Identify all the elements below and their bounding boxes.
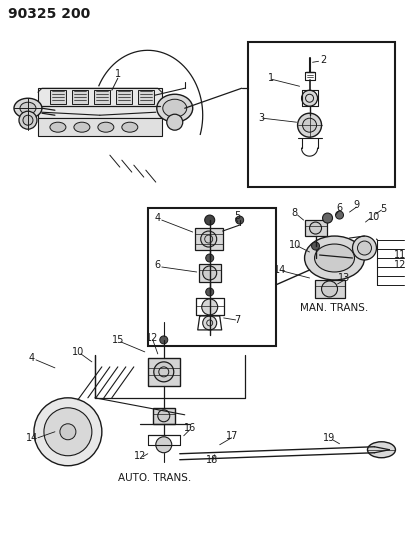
Text: 1: 1 <box>115 69 121 79</box>
Circle shape <box>167 114 183 130</box>
Text: 14: 14 <box>26 433 38 443</box>
Circle shape <box>160 336 168 344</box>
Bar <box>148 358 180 386</box>
Text: 10: 10 <box>288 240 301 250</box>
Text: 18: 18 <box>206 455 218 465</box>
Bar <box>116 90 132 104</box>
Text: 6: 6 <box>155 260 161 270</box>
Ellipse shape <box>122 122 138 132</box>
Text: 3: 3 <box>258 113 265 123</box>
Circle shape <box>203 316 217 330</box>
Ellipse shape <box>157 94 193 122</box>
Ellipse shape <box>20 102 36 114</box>
Text: 19: 19 <box>324 433 336 443</box>
Circle shape <box>158 410 170 422</box>
Bar <box>94 90 110 104</box>
Circle shape <box>202 299 218 315</box>
Bar <box>72 90 88 104</box>
Ellipse shape <box>74 122 90 132</box>
Circle shape <box>310 222 321 234</box>
Text: 7: 7 <box>234 315 241 325</box>
Circle shape <box>206 254 213 262</box>
Circle shape <box>203 266 217 280</box>
Text: 5: 5 <box>234 211 241 221</box>
Bar <box>148 208 276 346</box>
Ellipse shape <box>315 244 355 272</box>
Text: 4: 4 <box>155 213 161 223</box>
Text: 12: 12 <box>394 260 407 270</box>
Bar <box>315 280 344 298</box>
Ellipse shape <box>14 98 42 118</box>
Ellipse shape <box>305 236 364 280</box>
Bar <box>195 228 222 250</box>
Text: 4: 4 <box>29 353 35 363</box>
Circle shape <box>34 398 102 466</box>
Circle shape <box>303 118 317 132</box>
Bar <box>38 118 162 136</box>
Circle shape <box>357 241 371 255</box>
Circle shape <box>154 362 174 382</box>
Bar <box>50 90 66 104</box>
Bar <box>38 88 162 118</box>
Circle shape <box>353 236 376 260</box>
Text: 12: 12 <box>134 451 146 461</box>
Bar <box>153 408 175 424</box>
Text: 10: 10 <box>72 347 84 357</box>
Circle shape <box>19 111 37 129</box>
Text: 8: 8 <box>292 208 298 218</box>
Circle shape <box>301 90 317 106</box>
Ellipse shape <box>163 99 187 117</box>
Text: 15: 15 <box>112 335 124 345</box>
Bar <box>305 220 326 236</box>
Text: 12: 12 <box>146 333 158 343</box>
Ellipse shape <box>98 122 114 132</box>
Text: AUTO. TRANS.: AUTO. TRANS. <box>118 473 191 483</box>
Text: MAN. TRANS.: MAN. TRANS. <box>299 303 368 313</box>
Circle shape <box>321 281 337 297</box>
Circle shape <box>236 216 244 224</box>
Circle shape <box>205 215 215 225</box>
Circle shape <box>60 424 76 440</box>
Text: 10: 10 <box>369 212 381 222</box>
Ellipse shape <box>50 122 66 132</box>
Circle shape <box>312 242 319 250</box>
Text: 11: 11 <box>394 250 407 260</box>
Bar <box>199 264 221 282</box>
Circle shape <box>156 437 172 453</box>
Bar <box>248 42 396 187</box>
Text: 16: 16 <box>184 423 196 433</box>
Circle shape <box>23 115 33 125</box>
Text: 1: 1 <box>267 73 274 83</box>
Bar <box>138 90 154 104</box>
Text: 14: 14 <box>274 265 286 275</box>
Circle shape <box>298 113 321 137</box>
Text: 17: 17 <box>225 431 238 441</box>
Text: 5: 5 <box>380 204 387 214</box>
Circle shape <box>44 408 92 456</box>
Ellipse shape <box>367 442 396 458</box>
Circle shape <box>201 231 217 247</box>
Text: 90325 200: 90325 200 <box>8 7 90 21</box>
Circle shape <box>206 288 213 296</box>
Text: 9: 9 <box>353 200 360 210</box>
Circle shape <box>323 213 333 223</box>
Text: 6: 6 <box>337 203 343 213</box>
Text: 2: 2 <box>321 55 327 65</box>
Circle shape <box>335 211 344 219</box>
Text: 13: 13 <box>338 273 351 283</box>
